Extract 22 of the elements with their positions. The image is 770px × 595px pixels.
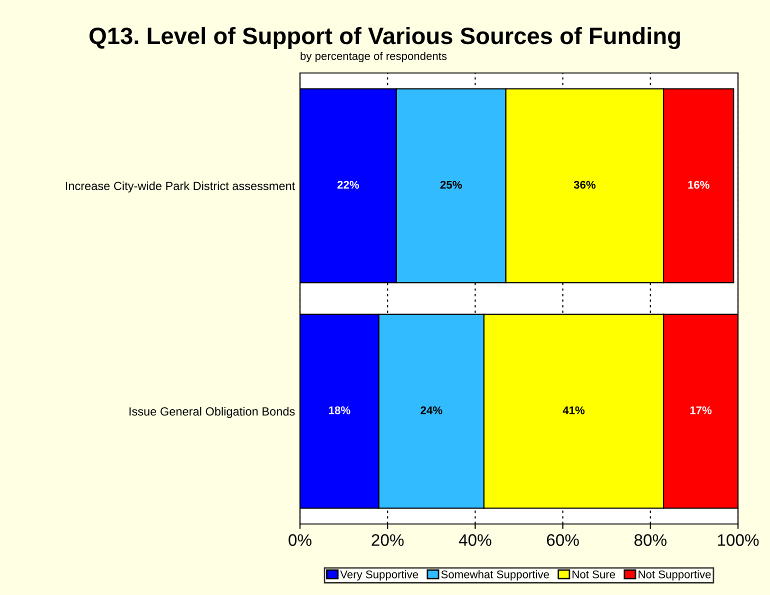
- chart-title: Q13. Level of Support of Various Sources of Funding: [90, 26, 680, 50]
- data-label: 41%: [562, 406, 585, 414]
- y-tick-label: Issue General Obligation Bonds: [130, 406, 295, 418]
- legend-label: Not Sure: [572, 570, 616, 578]
- data-label: 16%: [688, 180, 710, 189]
- legend-label: Very Supportive: [340, 570, 418, 581]
- data-label: 36%: [574, 180, 596, 189]
- chart-subtitle: by percentage of respondents: [300, 52, 447, 62]
- x-tick-label: 0%: [288, 534, 312, 546]
- legend-label: Somewhat Supportive: [441, 570, 549, 581]
- data-label: 25%: [440, 180, 462, 189]
- legend-label: Not Supportive: [638, 570, 711, 581]
- data-label: 18%: [329, 406, 350, 414]
- data-label: 17%: [690, 406, 712, 414]
- x-tick-label: 20%: [372, 534, 404, 546]
- y-tick-label: Increase City-wide Park District assessment: [66, 181, 296, 192]
- data-label: 22%: [337, 180, 360, 189]
- x-tick-label: 40%: [458, 534, 492, 546]
- data-label: 24%: [420, 406, 442, 414]
- x-tick-label: 100%: [718, 534, 759, 546]
- x-tick-label: 80%: [634, 534, 666, 546]
- x-tick-label: 60%: [546, 534, 579, 546]
